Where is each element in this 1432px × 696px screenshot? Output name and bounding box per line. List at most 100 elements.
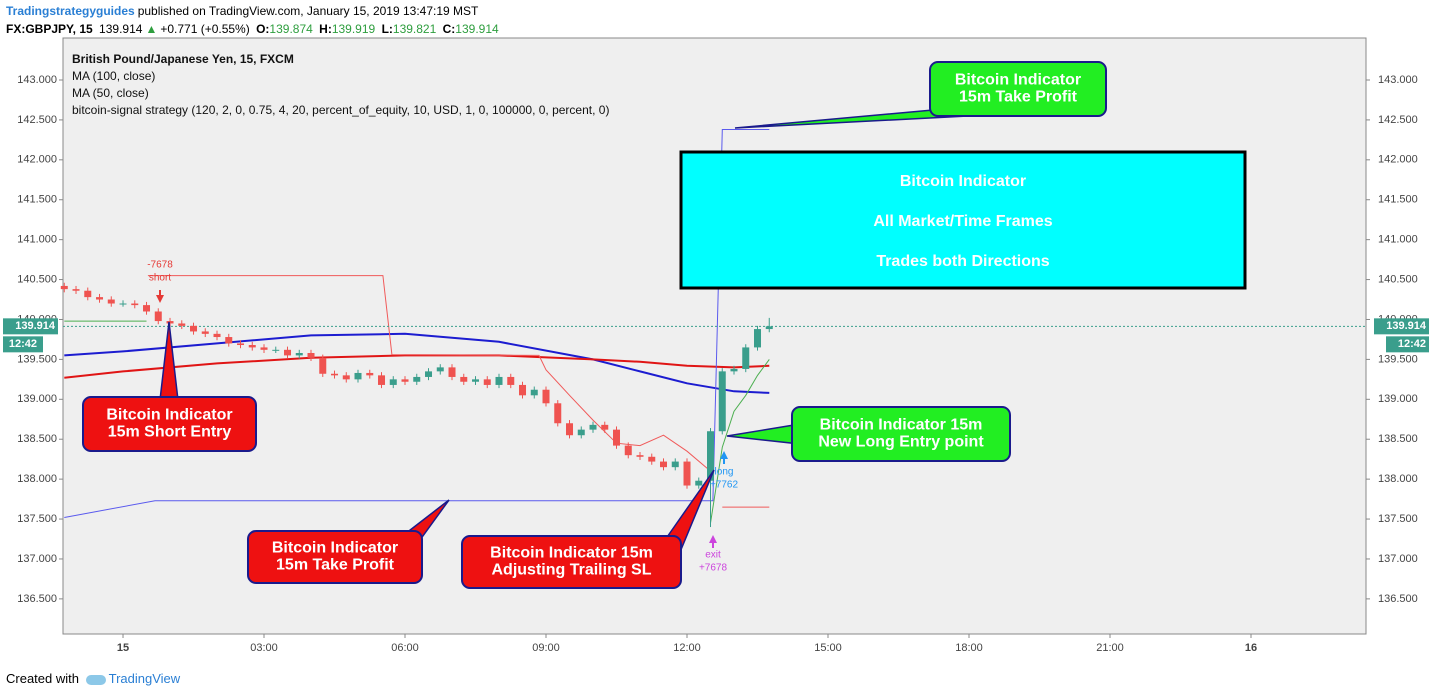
candle-body (507, 376, 515, 385)
y-tick-label: 139.000 (1378, 393, 1418, 405)
y-tick-label: 136.500 (1378, 593, 1418, 605)
candle-body (178, 323, 186, 326)
countdown-label: 12:42 (9, 338, 37, 350)
candle-body (237, 343, 245, 346)
candle-body (96, 297, 104, 300)
callout-text: Trades both Directions (876, 253, 1049, 270)
callout-box (247, 530, 423, 584)
candle-body (530, 389, 538, 396)
callout-text: 15m Take Profit (959, 89, 1078, 106)
info-ma: MA (50, close) (72, 86, 149, 100)
x-tick-label: 06:00 (391, 642, 419, 654)
y-tick-label: 136.500 (17, 593, 57, 605)
header-line: Tradingstrategyguides published on Tradin… (6, 4, 481, 18)
candle-body (107, 299, 115, 304)
price-badge (1374, 318, 1429, 335)
change: +0.771 (+0.55%) (160, 22, 250, 36)
candle-body (119, 303, 127, 305)
y-tick-label: 137.500 (1378, 513, 1418, 525)
y-tick-label: 139.000 (17, 393, 57, 405)
x-tick-label: 12:00 (673, 642, 701, 654)
y-tick-label: 138.000 (17, 473, 57, 485)
signal-arrow (720, 451, 728, 459)
candle-body (260, 347, 268, 350)
candle-body (660, 461, 668, 468)
candle-body (354, 372, 362, 380)
x-tick-label: 15:00 (814, 642, 842, 654)
countdown-badge (1386, 336, 1429, 353)
signal-arrow (156, 295, 164, 303)
y-tick-label: 143.000 (1378, 74, 1418, 86)
candle-body (154, 311, 162, 322)
l: 139.821 (392, 22, 437, 36)
y-tick-label: 139.500 (17, 353, 57, 365)
candle-body (495, 376, 503, 385)
callout-text: Adjusting Trailing SL (492, 562, 652, 579)
countdown-badge (3, 336, 43, 353)
l-label: L: (381, 22, 393, 36)
callout-text: Bitcoin Indicator (900, 173, 1026, 190)
candle-body (378, 375, 386, 385)
c: 139.914 (455, 22, 499, 36)
y-tick-label: 142.500 (17, 114, 57, 126)
y-tick-label: 138.000 (1378, 473, 1418, 485)
candle-body (131, 303, 139, 306)
y-tick-label: 142.000 (17, 154, 57, 166)
candle-body (166, 321, 174, 324)
x-tick-label: 03:00 (250, 642, 278, 654)
y-tick-label: 138.500 (1378, 433, 1418, 445)
candle-body (566, 423, 574, 436)
candle-body (613, 429, 621, 446)
y-tick-label: 142.000 (1378, 154, 1418, 166)
price-badge-label: 139.914 (1386, 320, 1427, 332)
callout-text: Bitcoin Indicator 15m (490, 545, 653, 562)
candle-body (366, 372, 374, 376)
candle-body (307, 353, 315, 358)
y-tick-label: 141.500 (17, 194, 57, 206)
line-series (64, 129, 770, 518)
candle-body (295, 353, 303, 356)
price-badge-label: 139.914 (15, 320, 56, 332)
candle-body (331, 373, 339, 376)
signal-stem (712, 542, 714, 548)
candle-body (483, 379, 491, 385)
signal-label: short (149, 273, 171, 284)
candle-body (248, 345, 256, 348)
callout-text: Bitcoin Indicator (955, 72, 1081, 89)
line-series (147, 275, 770, 508)
x-tick-label: 09:00 (532, 642, 560, 654)
y-tick-label: 142.500 (1378, 114, 1418, 126)
candle-body (225, 337, 233, 344)
y-tick-label: 137.500 (17, 513, 57, 525)
line-series (64, 332, 770, 394)
author[interactable]: Tradingstrategyguides (6, 4, 135, 18)
candle-body (718, 371, 726, 432)
candle-body (589, 424, 597, 430)
last: 139.914 (99, 22, 143, 36)
candle-body (542, 389, 550, 404)
signal-label: +7678 (699, 563, 728, 574)
candle-body (707, 431, 715, 481)
candle-body (754, 329, 762, 348)
signal-arrow (709, 535, 717, 543)
o-label: O: (256, 22, 270, 36)
x-tick-label: 18:00 (955, 642, 983, 654)
candle-body (448, 367, 456, 377)
published: published on TradingView.com, January 15… (137, 4, 479, 18)
candle-body (648, 456, 656, 462)
y-tick-label: 139.500 (1378, 353, 1418, 365)
candle-body (460, 376, 468, 382)
y-tick-label: 141.000 (1378, 234, 1418, 246)
callout-box (679, 150, 1247, 290)
footer-created: Created with (6, 671, 79, 686)
candle-body (636, 455, 644, 457)
candle-body (472, 379, 480, 382)
y-tick-label: 138.500 (17, 433, 57, 445)
callout-text: Bitcoin Indicator (106, 407, 232, 424)
candle-body (519, 384, 527, 396)
footer-brand[interactable]: TradingView (108, 671, 181, 686)
info-title: British Pound/Japanese Yen, 15, FXCM (72, 52, 294, 66)
signal-label: exit (705, 550, 721, 561)
